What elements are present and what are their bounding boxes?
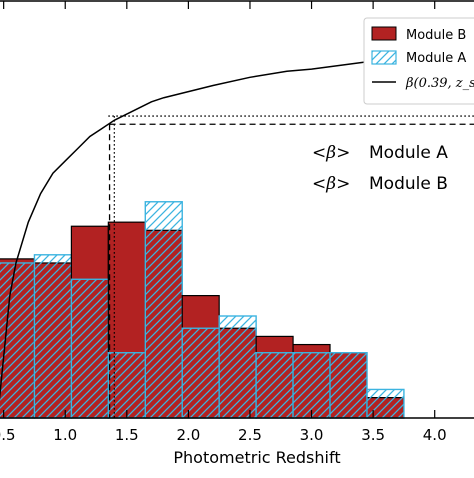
legend-label-module-a: Module A [406, 51, 466, 66]
bar-module-a-11 [366, 388, 405, 419]
bar-module-a-7 [218, 315, 257, 419]
legend-swatch-module-b [371, 26, 397, 41]
ref-label-1: Module B [369, 174, 448, 194]
bar-module-a-9 [292, 352, 331, 419]
x-axis-title: Photometric Redshift [173, 448, 340, 467]
legend-swatch-module-a [371, 50, 397, 65]
x-tick-label-1: 1.0 [53, 426, 77, 444]
beta-curve [0, 52, 474, 401]
bar-module-a-10 [329, 352, 368, 419]
ref-label-beta-0: <β> [312, 143, 350, 163]
legend-label-curve: β(0.39, z_sou [405, 76, 474, 91]
legend-label-module-b: Module B [406, 28, 466, 43]
x-tick-label-2: 1.5 [115, 426, 139, 444]
ref-label-0: Module A [369, 143, 448, 163]
x-tick-label-0: 0.5 [0, 426, 16, 444]
ref-label-beta-1: <β> [312, 174, 350, 194]
x-tick-label-6: 3.5 [361, 426, 385, 444]
x-tick-label-3: 2.0 [176, 426, 200, 444]
bar-module-a-6 [181, 327, 220, 419]
x-tick-label-4: 2.5 [238, 426, 262, 444]
x-tick-label-5: 3.0 [300, 426, 324, 444]
bar-module-a-5 [144, 201, 183, 419]
bar-module-a-2 [33, 254, 73, 419]
x-tick-label-7: 4.0 [423, 426, 447, 444]
bar-module-a-8 [255, 352, 294, 419]
bar-module-a-3 [70, 278, 110, 419]
